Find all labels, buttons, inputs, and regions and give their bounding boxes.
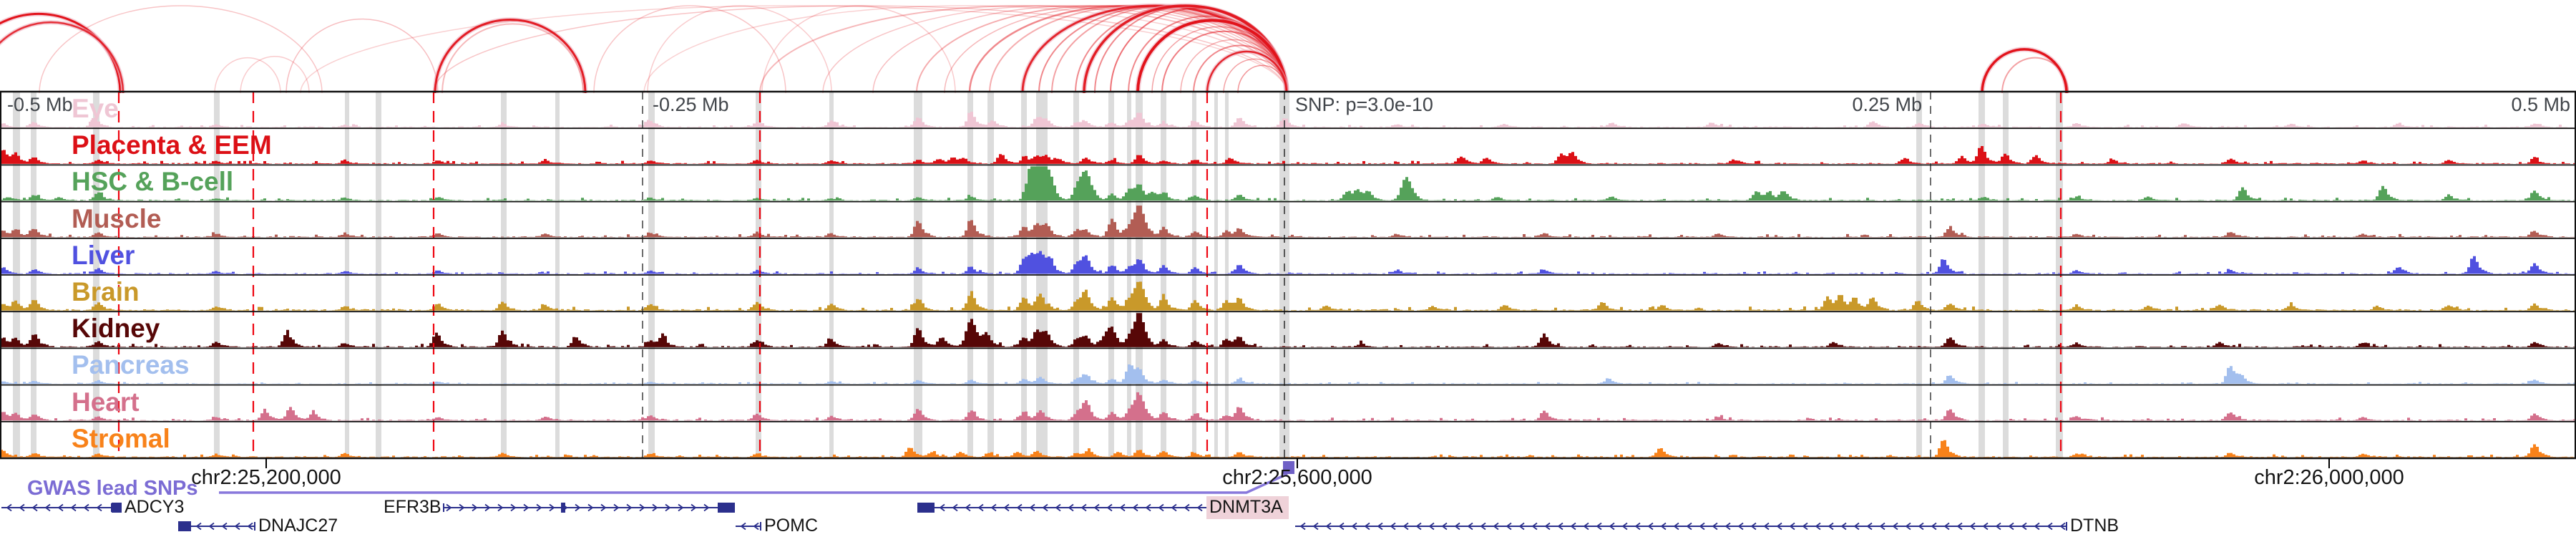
interaction-arcs-canvas xyxy=(0,3,2069,93)
track-label-heart: Heart xyxy=(72,387,140,417)
gene-label-dtnb: DTNB xyxy=(2070,516,2119,536)
signal-Eye xyxy=(0,112,2576,127)
track-label-muscle: Muscle xyxy=(72,203,162,233)
snp-pvalue-label: SNP: p=3.0e-10 xyxy=(1295,94,1433,115)
gwas-pointer-line xyxy=(219,473,1288,494)
track-label-eye: Eye xyxy=(72,94,119,123)
track-label-hsc: HSC & B-cell xyxy=(72,167,234,197)
coordinate-label-25.6mb: chr2:25,600,000 xyxy=(1222,466,1372,489)
track-label-pancreas: Pancreas xyxy=(72,350,190,380)
axis-label-minus-0.5mb: -0.5 Mb xyxy=(7,94,73,115)
gene-label-adcy3: ADCY3 xyxy=(125,497,185,517)
gene-label-dnmt3a: DNMT3A xyxy=(1206,496,1289,519)
gwas-lead-snps-label: GWAS lead SNPs xyxy=(27,477,198,500)
track-label-kidney: Kidney xyxy=(72,314,160,344)
track-label-liver: Liver xyxy=(72,240,135,270)
gene-label-efr3b: EFR3B xyxy=(384,497,441,517)
coordinate-label-26.0mb: chr2:26,000,000 xyxy=(2254,466,2404,489)
gene-label-pomc: POMC xyxy=(764,516,818,536)
gwas-snp-marker xyxy=(1283,461,1294,474)
track-label-placenta: Placenta & EEM xyxy=(72,130,272,160)
axis-label-plus-0.5mb: 0.5 Mb xyxy=(2511,94,2570,115)
axis-label-plus-0.25mb: 0.25 Mb xyxy=(1852,94,1922,115)
gene-label-dnajc27: DNAJC27 xyxy=(258,516,338,536)
coordinate-label-25.2mb: chr2:25,200,000 xyxy=(191,466,341,489)
track-label-stromal: Stromal xyxy=(72,423,170,453)
signal-Brain xyxy=(0,281,2576,311)
track-label-brain: Brain xyxy=(72,277,140,306)
axis-label-minus-0.25mb: -0.25 Mb xyxy=(653,94,729,115)
